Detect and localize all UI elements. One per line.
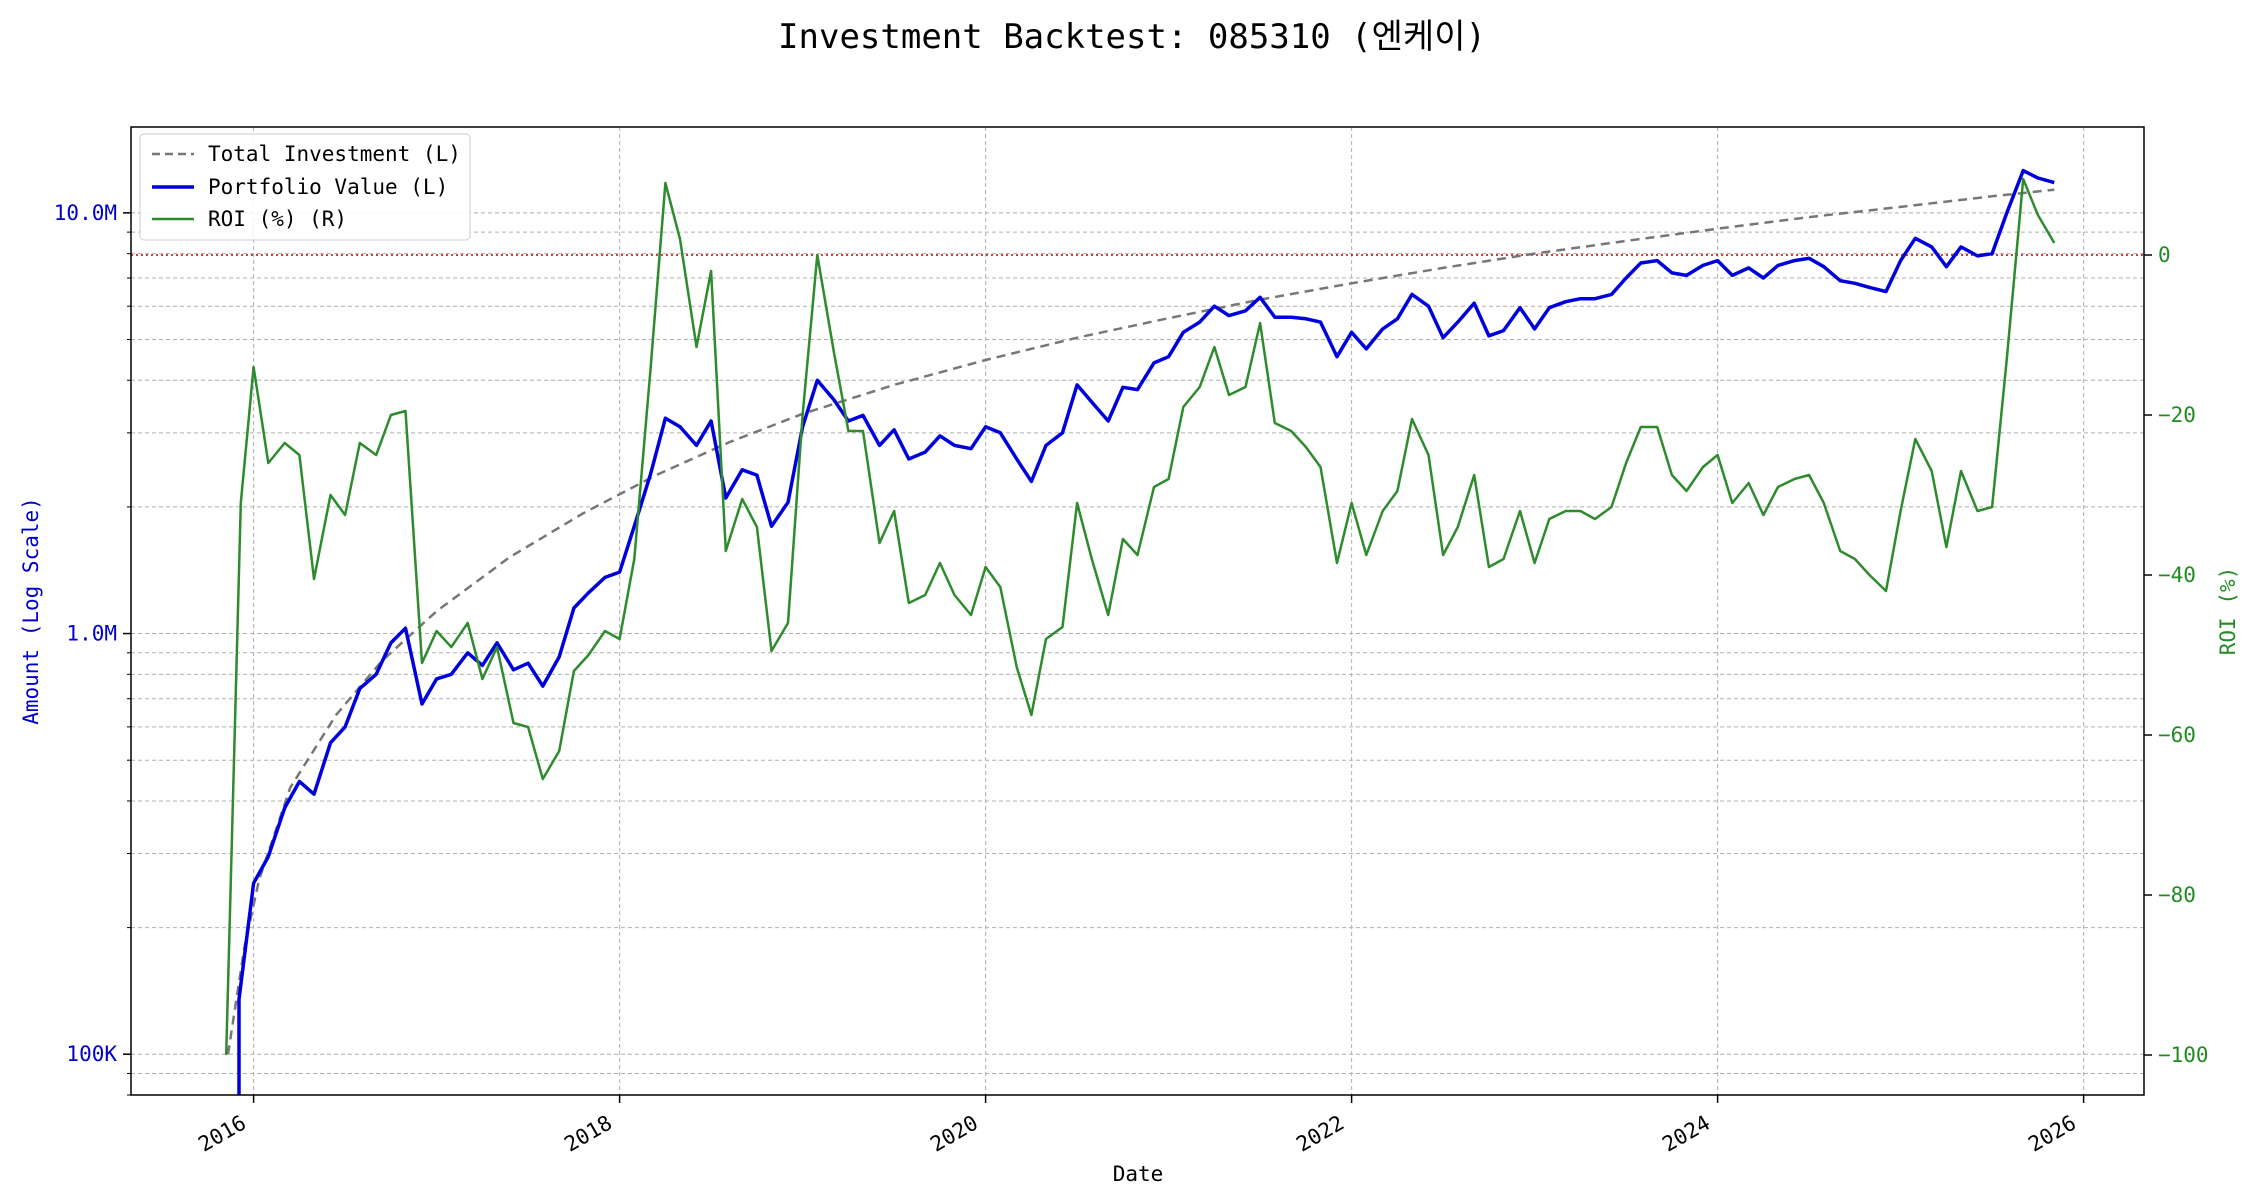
chart-title: Investment Backtest: 085310 (엔케이) <box>778 17 1486 57</box>
legend-label-roi: ROI (%) (R) <box>208 207 347 231</box>
y-right-tick-label: 0 <box>2158 243 2171 267</box>
ticks: 2016 2018 2020 2022 2024 2026 100K 1.0M 10.0M 0 −2… <box>54 201 2209 1157</box>
legend-box <box>139 133 471 241</box>
y-left-tick-label: 10.0M <box>54 201 117 225</box>
y-right-tick-label: −100 <box>2158 1043 2209 1067</box>
x-tick-label: 2016 <box>194 1111 250 1157</box>
total-investment-line <box>226 188 2055 1055</box>
x-tick-label: 2020 <box>926 1111 982 1157</box>
y-left-tick-label: 100K <box>66 1042 117 1066</box>
legend-label-total-investment: Total Investment (L) <box>208 142 461 166</box>
grid <box>131 127 2144 1096</box>
x-tick-label: 2018 <box>560 1111 616 1157</box>
series-lines <box>224 168 2056 1095</box>
plot-frame <box>130 126 2145 1096</box>
y-right-tick-label: −20 <box>2158 403 2196 427</box>
legend-label-portfolio-value: Portfolio Value (L) <box>208 175 448 199</box>
y-axis-label-left: Amount (Log Scale) <box>19 497 43 725</box>
y-left-tick-label: 1.0M <box>66 622 117 646</box>
x-tick-label: 2024 <box>1658 1111 1714 1157</box>
legend: Total Investment (L) Portfolio Value (L)… <box>139 133 471 241</box>
x-tick-label: 2022 <box>1292 1111 1348 1157</box>
y-axis-label-right: ROI (%) <box>2216 567 2240 656</box>
y-right-tick-label: −40 <box>2158 563 2196 587</box>
x-tick-label: 2026 <box>2024 1111 2080 1157</box>
portfolio-value-line <box>237 168 2055 1095</box>
roi-line <box>224 177 2056 1056</box>
y-right-tick-label: −60 <box>2158 723 2196 747</box>
x-axis-label: Date <box>1113 1162 1164 1186</box>
y-right-tick-label: −80 <box>2158 883 2196 907</box>
